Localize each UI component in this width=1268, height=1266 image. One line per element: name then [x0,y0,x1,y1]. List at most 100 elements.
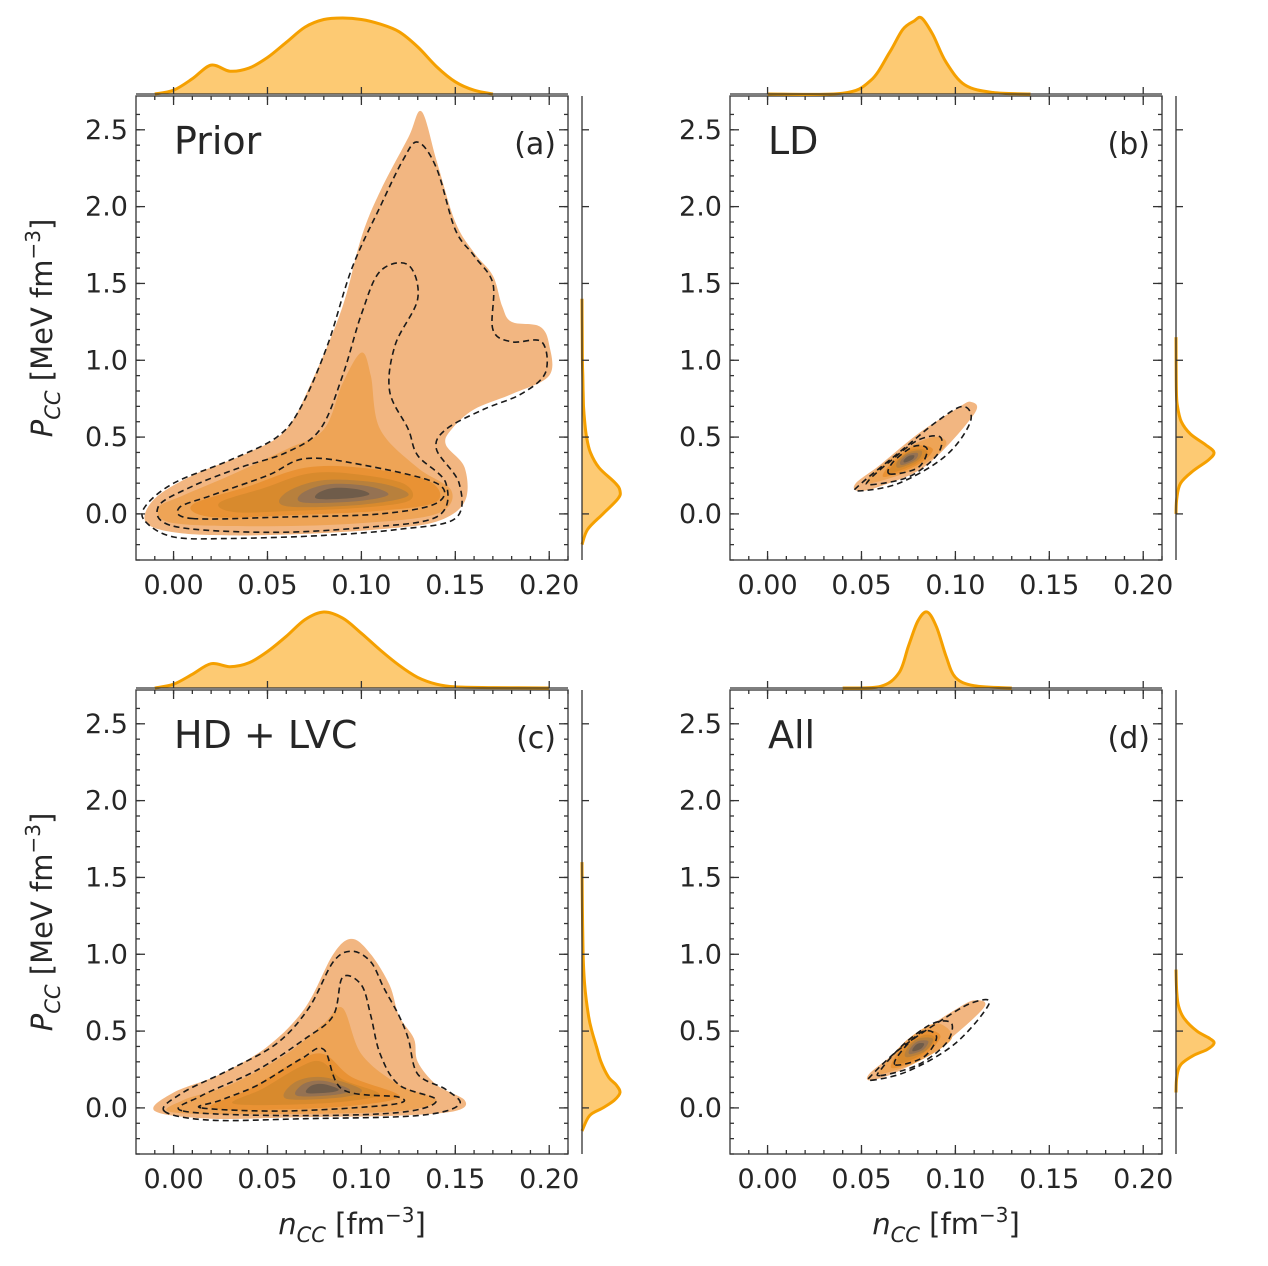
panel-label: LD [768,119,818,163]
y-tick-label: 1.0 [679,345,722,376]
panel-tag: (c) [516,721,556,756]
x-tick-label: 0.10 [331,570,391,601]
x-tick-label: 0.05 [237,1164,297,1195]
x-tick-label: 0.20 [1113,570,1173,601]
axes-frame [135,689,569,1155]
axes-frame [729,95,1163,561]
y-axis-close: ] [25,219,59,230]
x-axis-symbol: n [278,1207,296,1241]
y-marginal-fill [1176,337,1215,514]
panel-a: 0.00 0.05 0.10 0.15 0.20 0.0 0.5 1.0 1.5 2.0 2.5 Pr… [21,16,622,601]
axes-frame [135,95,569,561]
y-tick-label: 1.5 [85,268,128,299]
y-tick-label: 2.5 [679,709,722,740]
x-axis-subscript: CC [297,1223,327,1247]
x-tick-label: 0.05 [831,570,891,601]
y-tick-label: 0.0 [679,1093,722,1124]
plot-area [866,998,991,1082]
y-tick-label: 0.5 [85,422,128,453]
x-axis-exponent: −3 [979,1203,1008,1227]
contour-line-3 [197,1047,406,1112]
x-tick-label: 0.00 [144,1164,204,1195]
contour-line-2 [865,435,943,486]
y-tick-label: 1.5 [679,268,722,299]
y-axis-unit: [MeV fm [25,854,59,985]
y-marginal-fill [582,862,621,1131]
x-tick-label: 0.00 [144,570,204,601]
y-axis-exponent: −3 [21,230,45,259]
x-axis-subscript: CC [891,1223,921,1247]
x-tick-label: 0.00 [738,570,798,601]
panel-tag: (b) [1108,127,1150,162]
plot-area [141,110,553,540]
axes-frame [729,689,1163,1155]
y-tick-label: 2.5 [85,115,128,146]
panel-b: 0.00 0.05 0.10 0.15 0.20 0.0 0.5 1.0 1.5 2.0 2.5 LD… [679,15,1216,601]
density-level-7 [912,1042,925,1052]
y-axis-unit: [MeV fm [25,260,59,391]
y-tick-label: 1.0 [85,939,128,970]
x-tick-label: 0.20 [519,570,579,601]
y-tick-label: 1.0 [85,345,128,376]
y-tick-label: 0.0 [85,499,128,530]
x-axis-title: nCC [fm−3] [278,1203,426,1247]
y-axis-close: ] [25,813,59,824]
y-tick-label: 1.0 [679,939,722,970]
y-tick-label: 1.5 [679,862,722,893]
density-level-1 [153,938,467,1119]
y-tick-label: 2.0 [679,786,722,817]
y-tick-label: 1.5 [85,862,128,893]
x-axis-exponent: −3 [385,1203,414,1227]
x-tick-label: 0.15 [1019,570,1079,601]
x-axis-symbol: n [872,1207,890,1241]
x-tick-label: 0.05 [831,1164,891,1195]
contour-line-3 [893,1029,938,1066]
panel-label: All [768,713,815,757]
panel-tag: (a) [514,127,556,162]
x-marginal-line [154,610,550,690]
x-tick-label: 0.10 [925,570,985,601]
y-tick-label: 2.0 [679,192,722,223]
x-axis-unit: [fm [920,1207,979,1241]
y-axis-subscript: CC [41,390,65,420]
y-marginal-line [1174,337,1216,514]
panel-label: Prior [174,119,262,163]
x-tick-label: 0.20 [1113,1164,1173,1195]
x-tick-label: 0.15 [425,570,485,601]
x-marginal-fill [154,18,493,94]
panel-tag: (d) [1108,721,1150,756]
x-marginal-line [767,15,1031,96]
y-tick-label: 2.0 [85,192,128,223]
y-marginal-fill [582,298,621,545]
x-tick-label: 0.00 [738,1164,798,1195]
y-tick-label: 0.5 [85,1016,128,1047]
y-tick-label: 0.0 [85,1093,128,1124]
x-marginal-line [154,16,494,96]
density-level-7 [903,455,915,463]
contour-line-2 [156,261,449,534]
y-tick-label: 0.0 [679,499,722,530]
contour-line-1 [162,950,461,1122]
x-tick-label: 0.15 [1019,1164,1079,1195]
y-tick-label: 2.5 [85,709,128,740]
y-marginal-line [580,862,622,1132]
density-level-1 [144,110,553,536]
plot-area [853,401,978,492]
x-tick-label: 0.10 [331,1164,391,1195]
y-axis-title: PCC [MeV fm−3] [21,813,65,1032]
x-tick-label: 0.05 [237,570,297,601]
y-tick-label: 2.0 [85,786,128,817]
contour-line-1 [853,405,972,492]
density-level-7 [314,487,370,500]
x-marginal-fill [154,611,550,688]
y-marginal-line [1174,969,1216,1093]
x-marginal-fill [767,17,1031,95]
y-axis-exponent: −3 [21,824,45,853]
y-tick-label: 0.5 [679,422,722,453]
x-axis-close: ] [1008,1207,1019,1241]
y-axis-symbol: P [25,1013,59,1031]
x-tick-label: 0.10 [925,1164,985,1195]
x-axis-title: nCC [fm−3] [872,1203,1020,1247]
y-axis-subscript: CC [41,984,65,1014]
contour-line-1 [141,141,549,540]
